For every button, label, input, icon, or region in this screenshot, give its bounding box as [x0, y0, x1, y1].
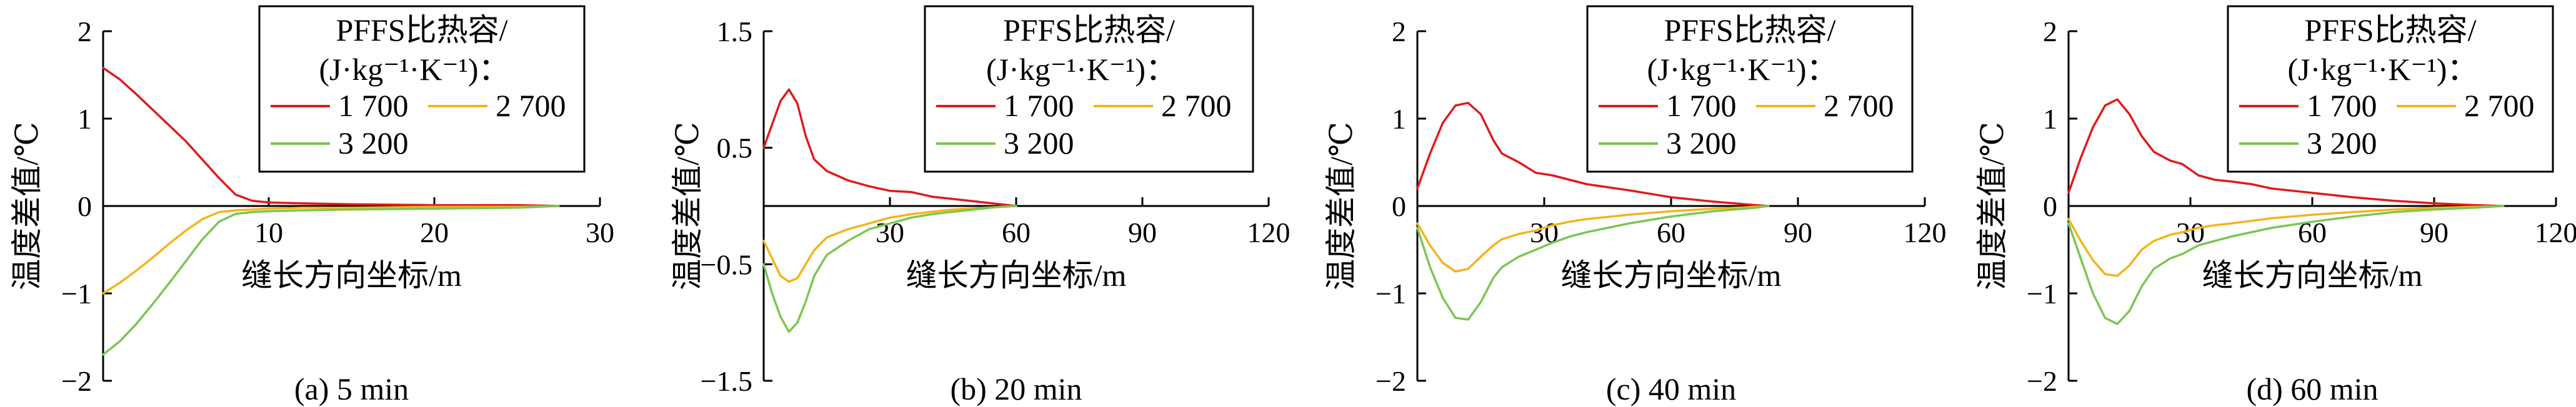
- y-tick-label: −2: [61, 365, 92, 397]
- series-line-1700: [1416, 102, 1770, 207]
- legend-label-1700: 1 700: [1004, 88, 1074, 123]
- x-axis-title: 缝长方向坐标/m: [1561, 258, 1782, 293]
- y-tick-label: −2: [1375, 365, 1406, 397]
- y-tick-label: 0: [77, 190, 92, 222]
- legend-label-3200: 3 200: [2307, 125, 2377, 160]
- panel-caption: (d) 60 min: [2246, 371, 2378, 406]
- y-tick-label: 1: [1392, 103, 1406, 135]
- legend-label-2700: 2 700: [496, 88, 566, 123]
- legend-label-1700: 1 700: [2307, 88, 2377, 123]
- legend-label-1700: 1 700: [1666, 88, 1737, 123]
- legend-title-line2: (J·kg⁻¹·K⁻¹)：: [2288, 52, 2479, 87]
- y-tick-label: −1: [2027, 278, 2057, 310]
- y-axis-title: 温度差值/℃: [9, 122, 44, 290]
- chart-panel-1: −1.5−0.50.51.530 60 90 120缝长方向坐标/m温度差值/℃(b)…: [670, 5, 1290, 406]
- legend: PFFS比热容/ (J·kg⁻¹·K⁻¹)：1 700 2 700 3 200: [258, 5, 586, 173]
- legend-title-line1: PFFS比热容/: [2304, 12, 2476, 47]
- legend-label-2700: 2 700: [2464, 88, 2535, 123]
- legend: PFFS比热容/ (J·kg⁻¹·K⁻¹)：1 700 2 700 3 200: [1586, 5, 1914, 173]
- chart-panel-2: −2 −1 0 1 2 30 60 90 120 缝长方向坐标/m 温度差值/℃ (c) 40 min…: [1324, 5, 1947, 406]
- series-line-3200: [762, 205, 1017, 333]
- y-tick-label: 2: [2043, 16, 2057, 47]
- y-tick-label: 0.5: [717, 132, 753, 164]
- x-tick-label: 60: [1002, 217, 1031, 248]
- x-tick-label: 120: [1247, 217, 1290, 248]
- y-tick-label: −1.5: [701, 365, 752, 397]
- legend-label-2700: 2 700: [1824, 88, 1894, 123]
- y-tick-label: 0: [2043, 190, 2057, 222]
- legend-label-1700: 1 700: [338, 88, 409, 123]
- x-axis-title: 缝长方向坐标/m: [241, 258, 462, 293]
- y-tick-label: 1: [2043, 103, 2057, 135]
- legend-title-line2: (J·kg⁻¹·K⁻¹)：: [1647, 52, 1838, 87]
- y-tick-label: −1: [61, 278, 92, 310]
- legend-label-2700: 2 700: [1161, 88, 1232, 123]
- legend-title-line1: PFFS比热容/: [1664, 12, 1835, 47]
- chart-panel-0: −2 −1 0 1 2 10 20 30 缝长方向坐标/m 温度差值/℃ (a) 5 min PFFS…: [9, 5, 614, 406]
- legend-label-3200: 3 200: [338, 125, 409, 160]
- y-tick-label: −1: [1375, 278, 1406, 310]
- x-tick-label: 90: [1784, 217, 1812, 248]
- y-axis-title: 温度差值/℃: [1975, 122, 2010, 290]
- legend-label-3200: 3 200: [1004, 125, 1074, 160]
- y-tick-label: 1.5: [717, 16, 753, 47]
- series-line-3200: [102, 205, 560, 356]
- legend-title-line2: (J·kg⁻¹·K⁻¹)：: [986, 52, 1177, 87]
- series-line-1700: [2067, 98, 2505, 207]
- y-axis-title: 温度差值/℃: [1324, 122, 1359, 290]
- y-tick-label: 2: [77, 16, 92, 47]
- panel-caption: (b) 20 min: [950, 371, 1082, 406]
- legend: PFFS比热容/ (J·kg⁻¹·K⁻¹)：1 700 2 700 3 200: [2227, 5, 2554, 173]
- x-tick-label: 30: [586, 217, 614, 248]
- series-line-1700: [102, 67, 560, 207]
- series-line-3200: [2067, 205, 2505, 325]
- y-tick-label: 0: [1392, 190, 1406, 222]
- panel-caption: (c) 40 min: [1606, 371, 1736, 406]
- legend-title-line1: PFFS比热容/: [1003, 12, 1175, 47]
- x-tick-label: 90: [1128, 217, 1157, 248]
- x-axis-title: 缝长方向坐标/m: [2202, 258, 2423, 293]
- y-tick-label: −2: [2027, 365, 2057, 397]
- x-tick-label: 30: [1530, 217, 1559, 248]
- y-tick-label: 1: [77, 103, 92, 135]
- series-line-2700: [2067, 205, 2505, 277]
- x-tick-label: 120: [2535, 217, 2576, 248]
- legend: PFFS比热容/ (J·kg⁻¹·K⁻¹)：1 700 2 700 3 200: [924, 5, 1254, 173]
- x-tick-label: 60: [1657, 217, 1685, 248]
- panel-caption: (a) 5 min: [294, 371, 409, 406]
- legend-label-3200: 3 200: [1666, 125, 1737, 160]
- series-line-2700: [102, 205, 560, 295]
- series-line-1700: [762, 88, 1017, 207]
- series-line-2700: [1416, 205, 1770, 273]
- y-tick-label: 2: [1392, 16, 1406, 47]
- series-line-2700: [762, 205, 1017, 283]
- x-tick-label: 90: [2420, 217, 2449, 248]
- y-axis-title: 温度差值/℃: [670, 122, 705, 290]
- x-tick-label: 10: [254, 217, 283, 248]
- legend-title-line1: PFFS比热容/: [336, 12, 507, 47]
- x-tick-label: 20: [420, 217, 449, 248]
- y-tick-label: −0.5: [701, 248, 752, 280]
- x-axis-title: 缝长方向坐标/m: [906, 258, 1127, 293]
- legend-title-line2: (J·kg⁻¹·K⁻¹)：: [319, 52, 510, 87]
- series-line-3200: [1416, 205, 1770, 321]
- x-tick-label: 120: [1904, 217, 1947, 248]
